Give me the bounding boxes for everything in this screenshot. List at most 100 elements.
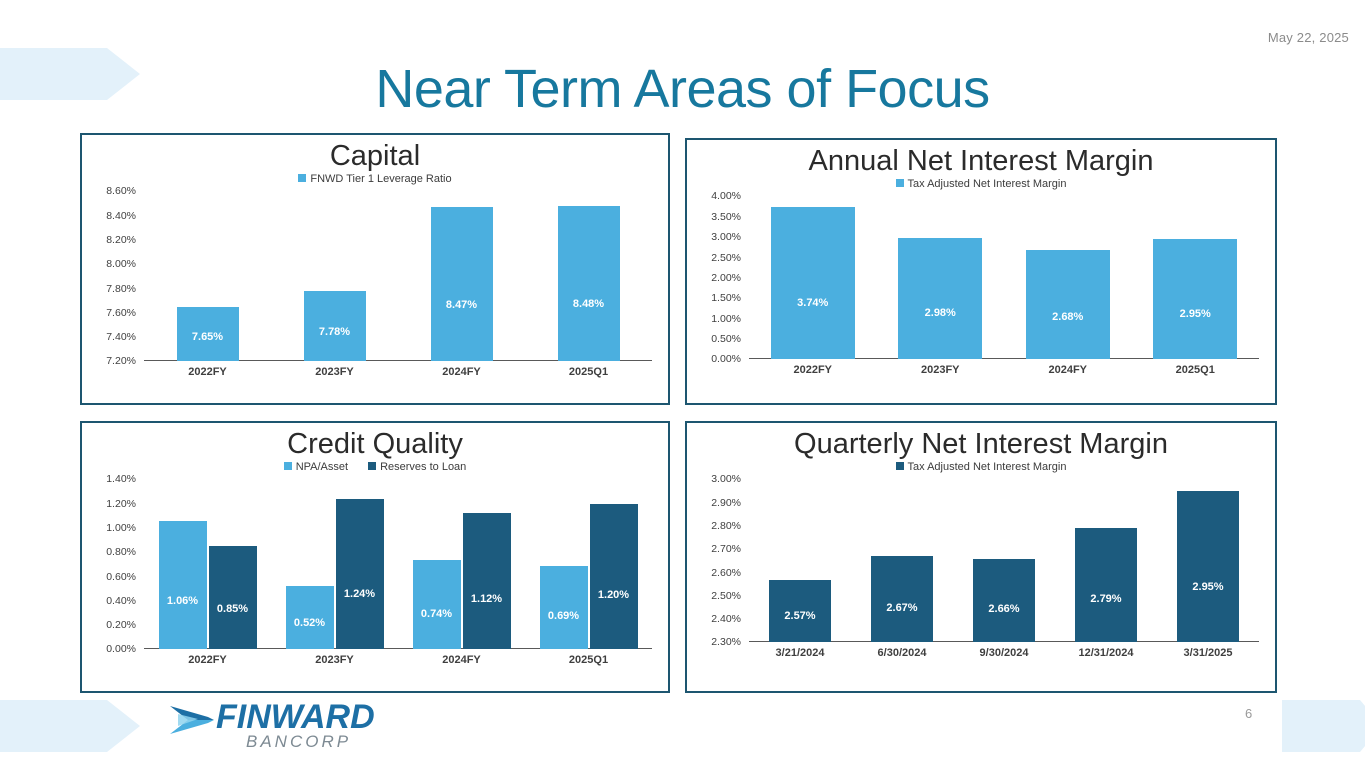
x-axis-category-label: 2024FY: [442, 366, 481, 379]
legend-label: Tax Adjusted Net Interest Margin: [907, 461, 1067, 474]
bar-value-label: 2.79%: [1090, 592, 1122, 605]
bar: 2.98%: [898, 238, 983, 360]
chart-title-quarterly-nim: Quarterly Net Interest Margin: [794, 428, 1168, 460]
bar: 0.69%: [539, 565, 588, 650]
bar-value-label: 0.74%: [420, 607, 453, 620]
bar: 0.52%: [285, 586, 334, 650]
x-axis-line: [749, 358, 1259, 360]
bar-group: 2.68%: [1004, 196, 1132, 360]
bar-value-label: 0.85%: [216, 603, 249, 616]
bar-group: 1.06% 0.85%: [144, 479, 271, 650]
y-axis-annual-nim: 0.00% 0.50% 1.00% 1.50% 2.00% 2.50% 3.00% 3.50%…: [697, 190, 743, 365]
x-axis-category-label: 2025Q1: [568, 366, 609, 379]
y-axis-tick: 2.30%: [711, 636, 741, 649]
y-axis-tick: 2.50%: [711, 589, 741, 602]
x-axis-category-label: 2022FY: [188, 654, 227, 667]
slide-date: May 22, 2025: [1267, 30, 1349, 45]
x-axis-category-label: 2024FY: [442, 654, 481, 667]
bar: 1.06%: [158, 520, 207, 650]
bar-group: 2.95%: [1157, 479, 1259, 643]
legend-item: FNWD Tier 1 Leverage Ratio: [298, 173, 452, 185]
y-axis-tick: 0.60%: [106, 570, 136, 583]
bar: 8.47%: [430, 207, 493, 362]
bar-value-label: 2.95%: [1179, 307, 1211, 320]
y-axis-tick: 0.00%: [711, 353, 741, 366]
y-axis-tick: 2.90%: [711, 496, 741, 509]
bar: 1.24%: [335, 498, 384, 650]
x-axis-category-label: 9/30/2024: [979, 647, 1029, 660]
bar-group: 7.65%: [144, 191, 271, 362]
bar: 2.67%: [871, 556, 933, 643]
legend-swatch-icon: [368, 462, 377, 471]
y-axis-credit-quality: 0.00% 0.20% 0.40% 0.60% 0.80% 1.00% 1.20% 1.40%: [92, 473, 138, 655]
bar: 8.48%: [557, 206, 620, 362]
logo-submark: BANCORP: [246, 732, 352, 751]
x-axis-labels-capital: 2022FY 2023FY 2024FY 2025Q1: [144, 366, 652, 378]
y-axis-tick: 2.40%: [711, 613, 741, 626]
y-axis-tick: 2.70%: [711, 543, 741, 556]
y-axis-tick: 0.00%: [106, 643, 136, 656]
finward-bancorp-logo: FINWARD BANCORP: [168, 698, 383, 755]
y-axis-tick: 2.50%: [711, 251, 741, 264]
decorative-chevron-top-left: [0, 48, 140, 100]
bar-value-label: 1.12%: [470, 592, 503, 605]
x-axis-category-label: 3/21/2024: [775, 647, 825, 660]
legend-swatch-icon: [298, 174, 307, 183]
bar: 2.95%: [1153, 239, 1238, 360]
arrow-chevron-icon: [170, 706, 214, 734]
chart-legend-annual-nim: Tax Adjusted Net Interest Margin: [687, 178, 1275, 190]
legend-swatch-icon: [895, 462, 904, 471]
bar: 2.95%: [1177, 491, 1239, 643]
legend-label: Reserves to Loan: [380, 461, 467, 474]
y-axis-tick: 3.00%: [711, 473, 741, 486]
chart-legend-credit-quality: NPA/Asset Reserves to Loan: [82, 461, 668, 473]
y-axis-tick: 1.50%: [711, 292, 741, 305]
legend-item: Tax Adjusted Net Interest Margin: [895, 178, 1066, 190]
plot-area-quarterly-nim: 2.30% 2.40% 2.50% 2.60% 2.70% 2.80% 2.90% 3.00%…: [697, 473, 1263, 664]
y-axis-tick: 7.60%: [106, 306, 136, 319]
x-axis-category-label: 6/30/2024: [877, 647, 927, 660]
y-axis-quarterly-nim: 2.30% 2.40% 2.50% 2.60% 2.70% 2.80% 2.90% 3.00%: [697, 473, 743, 648]
y-axis-tick: 1.00%: [106, 522, 136, 534]
bar: 2.79%: [1075, 528, 1137, 643]
legend-swatch-icon: [283, 462, 292, 471]
y-axis-tick: 7.80%: [106, 282, 136, 295]
chart-title-credit-quality: Credit Quality: [287, 428, 463, 460]
plot-area-credit-quality: 0.00% 0.20% 0.40% 0.60% 0.80% 1.00% 1.20% 1.40%…: [92, 473, 656, 671]
bar-value-label: 0.52%: [293, 616, 326, 629]
x-axis-category-label: 2023FY: [315, 654, 354, 667]
bar-value-label: 1.06%: [166, 594, 199, 607]
bar-group: 2.98%: [877, 196, 1005, 360]
x-axis-line: [144, 648, 652, 650]
y-axis-tick: 7.40%: [106, 331, 136, 344]
plot-area-annual-nim: 0.00% 0.50% 1.00% 1.50% 2.00% 2.50% 3.00% 3.50%…: [697, 190, 1263, 381]
x-axis-labels-annual-nim: 2022FY 2023FY 2024FY 2025Q1: [749, 364, 1259, 376]
chart-legend-capital: FNWD Tier 1 Leverage Ratio: [82, 173, 668, 185]
x-axis-labels-credit-quality: 2022FY 2023FY 2024FY 2025Q1: [144, 654, 652, 666]
y-axis-tick: 1.40%: [106, 473, 136, 486]
bar-value-label: 2.66%: [988, 602, 1020, 615]
y-axis-tick: 0.50%: [711, 333, 741, 346]
x-axis-line: [144, 360, 652, 362]
y-axis-tick: 1.20%: [106, 497, 136, 510]
y-axis-tick: 0.40%: [106, 594, 136, 607]
bar-group: 2.67%: [851, 479, 953, 643]
logo-wordmark: FINWARD: [216, 698, 375, 736]
bar: 1.20%: [589, 503, 638, 650]
legend-label: NPA/Asset: [295, 461, 349, 474]
bar: 0.74%: [412, 559, 461, 650]
bar-group: 3.74%: [749, 196, 877, 360]
legend-item: Tax Adjusted Net Interest Margin: [895, 461, 1067, 474]
bar-group: 2.79%: [1055, 479, 1157, 643]
bar: 2.66%: [973, 558, 1035, 643]
bar-value-label: 7.78%: [318, 326, 351, 339]
bar-group: 2.95%: [1132, 196, 1260, 360]
y-axis-tick: 4.00%: [711, 190, 741, 203]
page-number: 6: [1245, 706, 1253, 721]
bar-value-label: 3.74%: [797, 297, 829, 310]
x-axis-category-label: 2025Q1: [568, 654, 609, 667]
bar-group: 0.52% 1.24%: [271, 479, 398, 650]
y-axis-tick: 2.60%: [711, 566, 741, 579]
page-title: Near Term Areas of Focus: [375, 59, 990, 119]
y-axis-tick: 3.50%: [711, 210, 741, 223]
